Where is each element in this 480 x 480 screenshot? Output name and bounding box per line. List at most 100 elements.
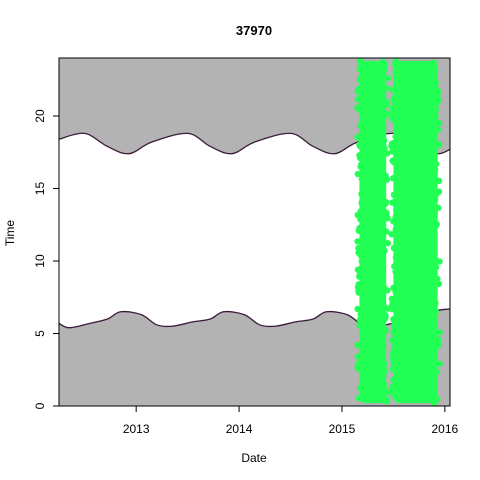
observation-point xyxy=(436,141,443,148)
x-axis: 2013 2014 2015 2016 xyxy=(123,406,459,436)
observation-point xyxy=(431,385,439,393)
y-tick-label: 5 xyxy=(33,330,47,337)
observation-point xyxy=(355,394,363,402)
observation-point xyxy=(358,287,366,295)
observation-point xyxy=(355,361,363,369)
observation-point xyxy=(384,101,391,108)
observation-point xyxy=(389,175,397,182)
observation-point xyxy=(433,263,440,271)
observation-point xyxy=(393,126,400,134)
observation-point xyxy=(379,267,386,275)
observation-point xyxy=(431,196,439,204)
observation-point xyxy=(356,65,363,73)
observation-point xyxy=(389,303,396,310)
observation-point xyxy=(383,209,390,217)
observation-point xyxy=(354,134,361,141)
observation-point xyxy=(354,305,361,313)
observation-point xyxy=(354,238,361,245)
observation-point xyxy=(383,176,391,183)
observation-point xyxy=(379,252,386,260)
observation-point xyxy=(392,253,400,261)
observation-point xyxy=(379,215,387,222)
observation-point xyxy=(436,360,443,367)
observation-point xyxy=(432,160,440,168)
chart-title: 37970 xyxy=(236,23,272,38)
observation-point xyxy=(381,145,388,152)
observation-point xyxy=(388,295,396,303)
observation-point xyxy=(392,268,399,275)
observation-band-1 xyxy=(359,60,387,404)
x-axis-label: Date xyxy=(241,451,267,465)
observation-point xyxy=(393,207,400,215)
observation-point xyxy=(391,324,398,331)
observation-point xyxy=(432,203,440,211)
x-tick-label: 2015 xyxy=(329,422,356,436)
observation-point xyxy=(359,180,366,188)
observation-point xyxy=(357,227,364,235)
observation-point xyxy=(388,86,395,93)
x-tick-label: 2013 xyxy=(123,422,150,436)
observation-point xyxy=(357,77,364,84)
y-tick-label: 20 xyxy=(33,109,47,123)
observation-point xyxy=(390,359,397,366)
observation-band-2 xyxy=(393,60,438,404)
observation-point xyxy=(356,154,364,162)
observation-point xyxy=(360,208,367,215)
observation-point xyxy=(356,273,363,280)
observation-point xyxy=(392,69,399,76)
observation-point xyxy=(392,149,400,157)
observation-point xyxy=(430,121,438,128)
observation-point xyxy=(430,399,438,407)
observation-point xyxy=(430,146,438,154)
observation-point xyxy=(390,191,398,199)
observation-point xyxy=(380,84,387,92)
observation-point xyxy=(434,126,442,133)
y-axis-label: Time xyxy=(3,220,17,247)
y-tick-label: 0 xyxy=(33,402,47,409)
observation-point xyxy=(389,140,397,147)
observation-point xyxy=(391,198,398,205)
observation-point xyxy=(431,178,439,185)
observation-point xyxy=(430,79,437,87)
observation-points-1 xyxy=(354,57,392,405)
observation-point xyxy=(354,170,362,178)
x-tick-label: 2016 xyxy=(432,422,459,436)
observation-point xyxy=(354,353,362,360)
observation-point xyxy=(381,368,388,375)
observation-point xyxy=(381,63,388,70)
observation-point xyxy=(431,210,439,217)
observation-point xyxy=(358,216,366,224)
observation-point xyxy=(358,175,366,183)
observation-point xyxy=(355,244,362,252)
observation-point xyxy=(359,198,366,206)
observation-point xyxy=(380,324,387,332)
observation-point xyxy=(356,316,364,324)
observation-point xyxy=(432,191,440,198)
observation-point xyxy=(381,247,388,254)
observation-point xyxy=(354,96,362,103)
observation-point xyxy=(436,329,443,336)
observation-point xyxy=(392,226,399,233)
observation-point xyxy=(379,382,387,389)
observation-point xyxy=(381,315,389,323)
observation-point xyxy=(384,74,392,82)
observation-point xyxy=(433,220,440,228)
observation-point xyxy=(392,133,399,140)
observation-point xyxy=(430,293,437,300)
observation-point xyxy=(432,67,439,75)
observation-point xyxy=(433,369,440,376)
observation-point xyxy=(432,256,439,263)
observation-point xyxy=(391,263,398,270)
observation-point xyxy=(359,100,366,107)
night-area-morning xyxy=(59,308,450,406)
observation-point xyxy=(356,141,363,149)
observation-point xyxy=(392,365,399,372)
observation-point xyxy=(359,114,366,122)
observation-point xyxy=(390,96,397,104)
observation-point xyxy=(379,163,386,171)
observation-point xyxy=(357,252,365,259)
observation-point xyxy=(382,200,389,207)
observation-point xyxy=(432,300,439,307)
observation-point xyxy=(391,345,398,353)
y-axis: 0 5 10 15 20 xyxy=(33,109,59,409)
